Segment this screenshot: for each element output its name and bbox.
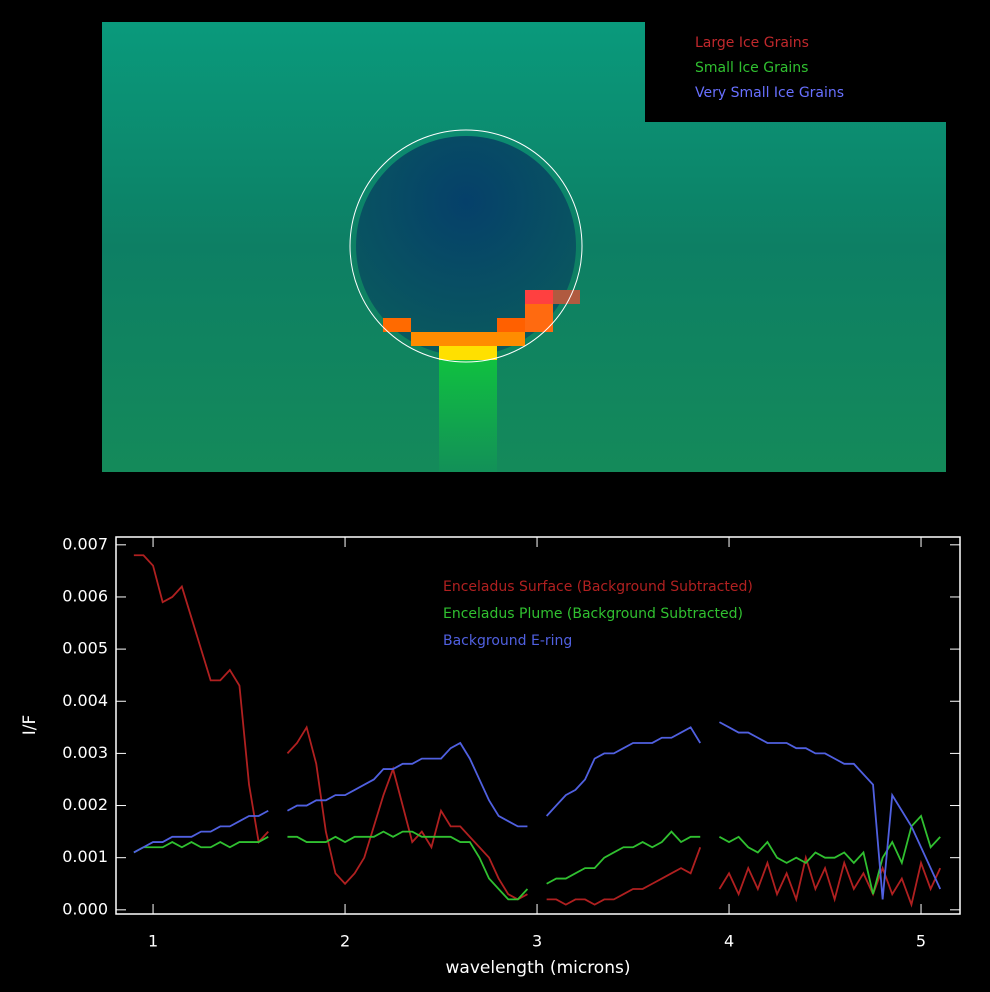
y-tick-label: 0.002 <box>62 795 108 814</box>
x-tick-label: 4 <box>724 932 734 951</box>
x-tick-label: 3 <box>532 932 542 951</box>
ice-image <box>102 22 946 472</box>
y-tick-label: 0.004 <box>62 691 108 710</box>
hotspot <box>553 290 580 304</box>
hotspot <box>525 290 553 304</box>
series-line <box>133 814 941 901</box>
x-tick-label: 5 <box>916 932 926 951</box>
series-line <box>133 721 942 900</box>
x-tick-label: 2 <box>340 932 350 951</box>
series-line <box>133 554 942 908</box>
y-tick-label: 0.003 <box>62 743 108 762</box>
y-tick-label: 0.007 <box>62 534 108 553</box>
image-legend-entry: Large Ice Grains <box>695 35 809 51</box>
legend-entry: Background E-ring <box>443 633 572 649</box>
x-tick-label: 1 <box>148 932 158 951</box>
hotspot <box>383 318 411 332</box>
y-tick-label: 0.001 <box>62 847 108 866</box>
plot-frame <box>115 536 961 915</box>
disk <box>356 136 576 356</box>
legend-entry: Enceladus Surface (Background Subtracted… <box>443 579 753 595</box>
y-tick-label: 0.005 <box>62 639 108 658</box>
aperture-circle <box>349 129 583 363</box>
plume <box>439 360 497 472</box>
image-legend: Large Ice Grains Small Ice Grains Very Sma… <box>695 35 844 101</box>
x-axis-label: wavelength (microns) <box>446 958 631 978</box>
image-legend-entry: Very Small Ice Grains <box>695 85 844 101</box>
y-axis-label: I/F <box>20 715 40 736</box>
hotspot <box>497 318 525 332</box>
image-legend-entry: Small Ice Grains <box>695 60 808 76</box>
y-tick-label: 0.000 <box>62 899 108 918</box>
y-tick-label: 0.006 <box>62 586 108 605</box>
hotspot <box>411 332 525 346</box>
legend-entry: Enceladus Plume (Background Subtracted) <box>443 606 743 622</box>
hotspot <box>439 346 497 360</box>
